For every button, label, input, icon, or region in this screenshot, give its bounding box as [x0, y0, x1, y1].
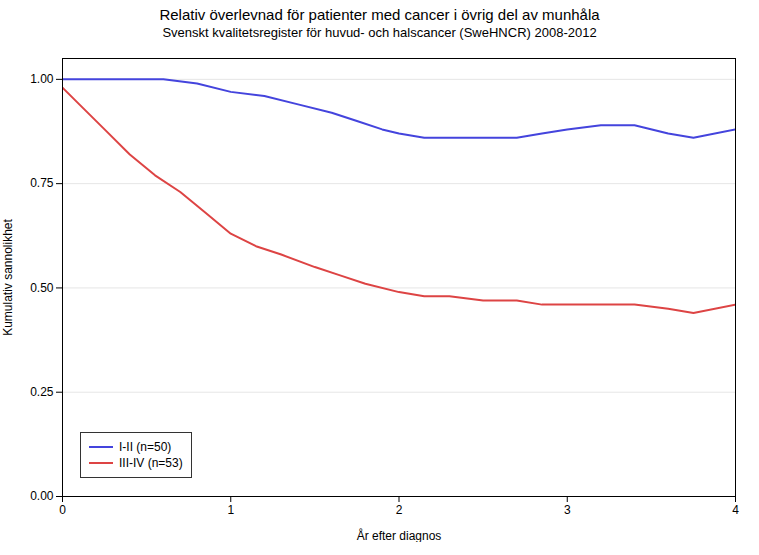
html-text:I-II (n=50): I-II (n=50)	[119, 440, 172, 454]
svg-text:0.25: 0.25	[30, 385, 54, 399]
svg-text:År efter diagnos: År efter diagnos	[357, 528, 442, 543]
html-text:Relativ överlevnad för patient: Relativ överlevnad för patienter med can…	[159, 6, 600, 23]
svg-text:Kumulativ sannolikhet: Kumulativ sannolikhet	[1, 218, 15, 335]
svg-text:0: 0	[59, 503, 66, 517]
svg-text:1: 1	[227, 503, 234, 517]
svg-text:4: 4	[732, 503, 739, 517]
svg-text:0.00: 0.00	[30, 489, 54, 503]
svg-text:0.75: 0.75	[30, 176, 54, 190]
svg-text:0.50: 0.50	[30, 281, 54, 295]
svg-text:1.00: 1.00	[30, 72, 54, 86]
html-text:Svenskt kvalitetsregister för: Svenskt kvalitetsregister för huvud- och…	[162, 25, 597, 40]
html-text:III-IV (n=53): III-IV (n=53)	[119, 456, 183, 470]
svg-text:2: 2	[396, 503, 403, 517]
svg-text:3: 3	[564, 503, 571, 517]
